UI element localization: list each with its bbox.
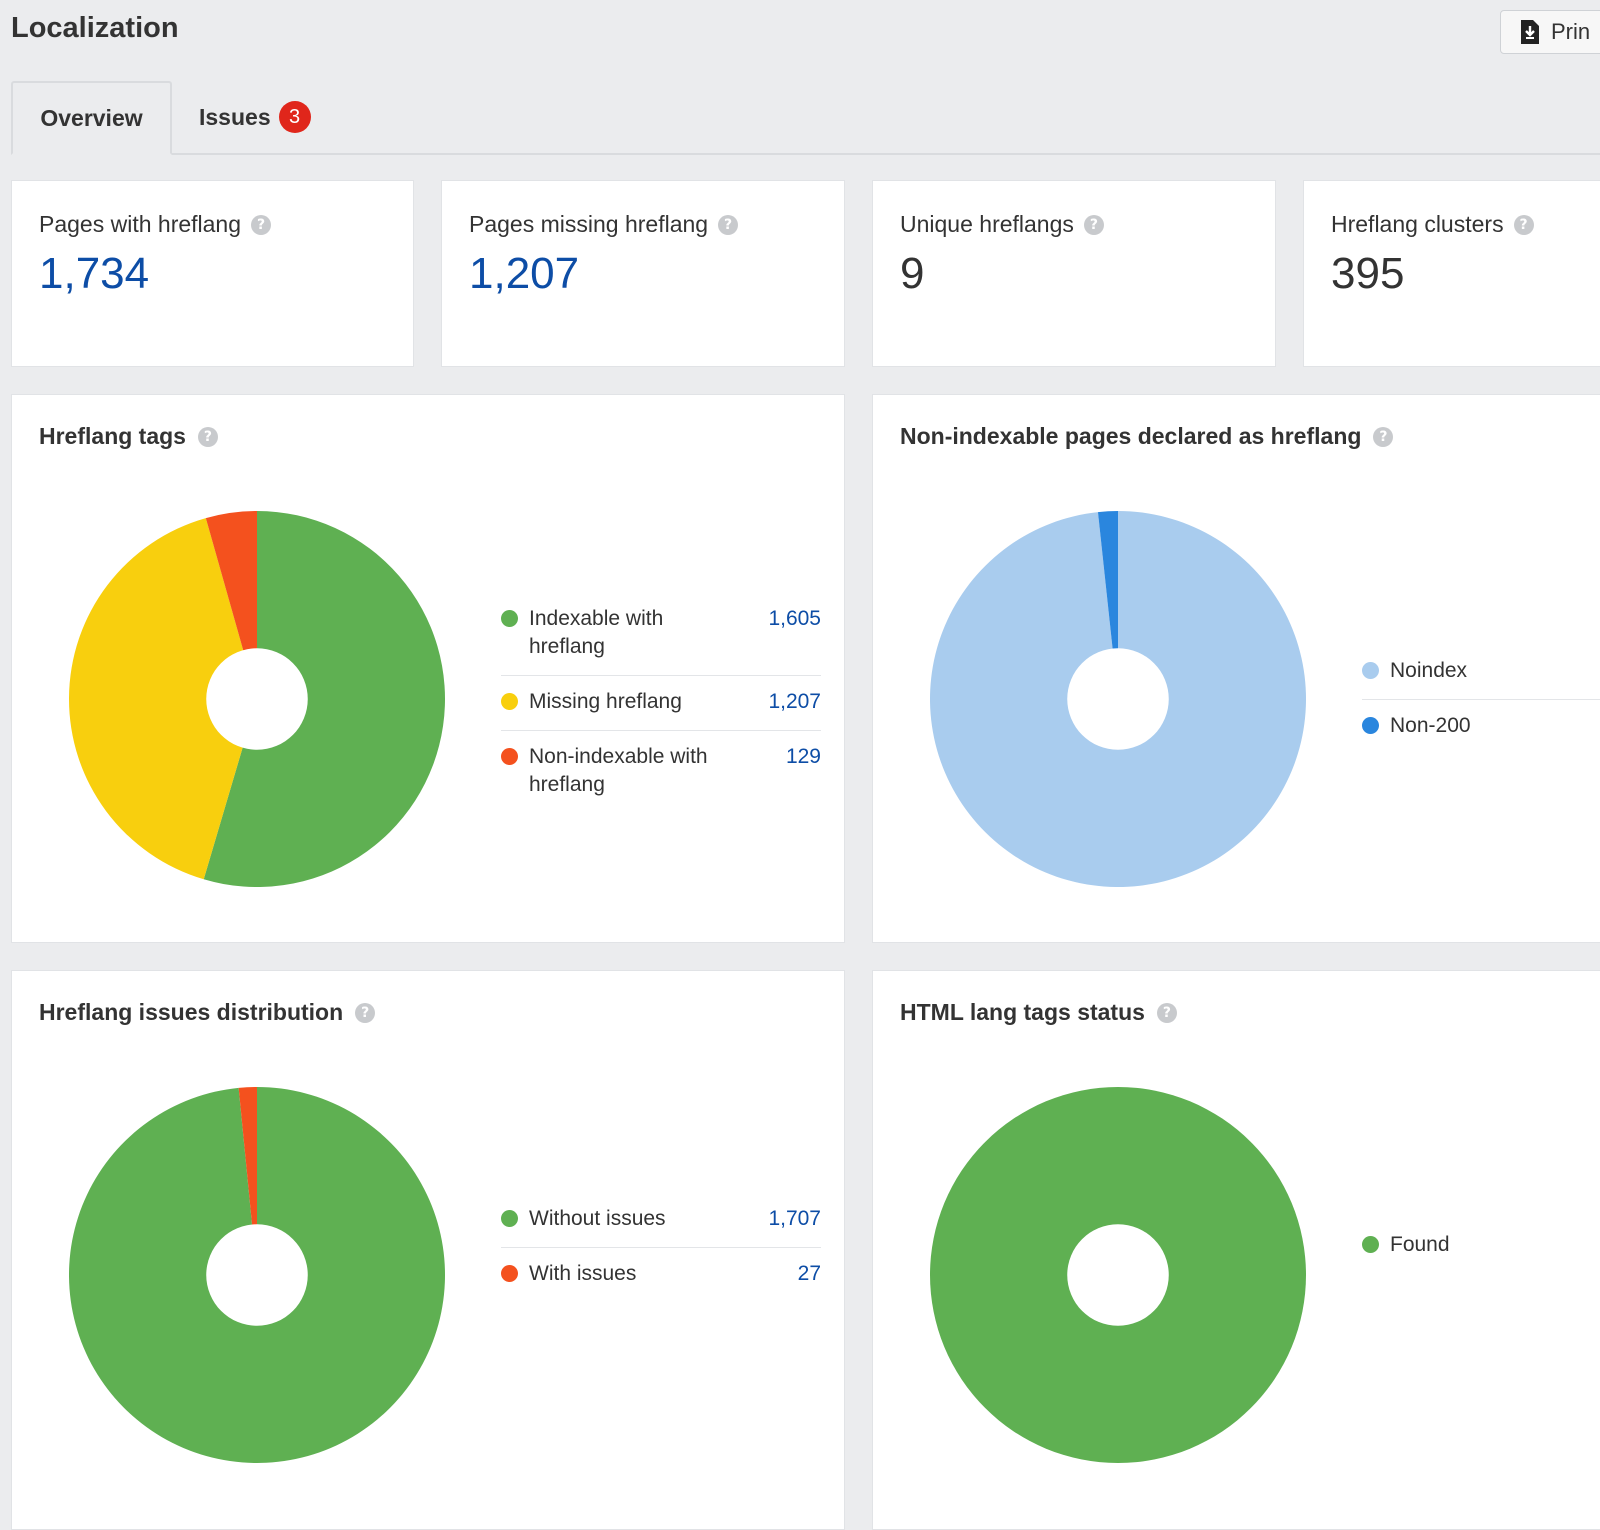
stat-label: Pages missing hreflang	[469, 211, 709, 237]
hreflang-tags-legend: Indexable with hreflang 1,605 Missing hr…	[501, 593, 821, 813]
legend-label: With issues	[529, 1262, 637, 1285]
legend-value[interactable]: 1,207	[768, 690, 821, 713]
html-lang-legend: Found	[1362, 1219, 1600, 1273]
panel-hreflang-tags: Hreflang tags ? Indexable with hreflang …	[11, 394, 845, 943]
legend-dot	[501, 1265, 518, 1282]
pie-slice-indexable-with-hreflang[interactable]	[203, 511, 446, 887]
panel-title-row: HTML lang tags status ?	[900, 999, 1177, 1026]
legend-label: Non-200	[1390, 714, 1471, 737]
legend-label: Missing hreflang	[529, 690, 682, 713]
pie-slice-missing-hreflang[interactable]	[69, 518, 257, 880]
legend-label: Found	[1390, 1233, 1450, 1256]
legend-item-left: Indexable with hreflang	[501, 605, 699, 661]
legend-item-left: Noindex	[1362, 657, 1467, 685]
tab-overview-label: Overview	[40, 104, 143, 131]
tab-bar: Overview Issues 3	[11, 81, 1600, 155]
panel-title: HTML lang tags status	[900, 999, 1145, 1025]
help-icon[interactable]: ?	[1513, 214, 1534, 235]
legend-dot	[501, 748, 518, 765]
panel-html-lang-tags-status: HTML lang tags status ? Found	[872, 970, 1600, 1530]
legend-item-left: Non-200	[1362, 712, 1471, 740]
non-indexable-donut-chart	[930, 511, 1306, 887]
stat-value: 395	[1331, 249, 1405, 298]
donut-hole	[1067, 648, 1169, 750]
donut-hole	[206, 648, 308, 750]
legend-item[interactable]: Indexable with hreflang 1,605	[501, 593, 821, 676]
legend-label: Indexable with hreflang	[529, 607, 664, 658]
help-icon[interactable]: ?	[197, 426, 218, 447]
help-icon[interactable]: ?	[1156, 1002, 1177, 1023]
stat-card-pages-with-hreflang: Pages with hreflang ? 1,734	[11, 180, 414, 367]
legend-label: Without issues	[529, 1207, 666, 1230]
legend-item[interactable]: Without issues 1,707	[501, 1193, 821, 1248]
hreflang-tags-donut-chart	[69, 511, 446, 887]
donut-hole	[206, 1224, 308, 1326]
legend-dot	[501, 610, 518, 627]
panel-title-row: Non-indexable pages declared as hreflang…	[900, 423, 1394, 450]
panel-title-row: Hreflang tags ?	[39, 423, 218, 450]
legend-item[interactable]: Noindex	[1362, 645, 1600, 700]
legend-value[interactable]: 129	[785, 745, 821, 768]
stat-label: Hreflang clusters	[1331, 211, 1504, 237]
panel-title-row: Hreflang issues distribution ?	[39, 999, 376, 1026]
page-title: Localization	[11, 12, 179, 44]
help-icon[interactable]: ?	[1083, 214, 1104, 235]
legend-value[interactable]: 1,707	[768, 1207, 821, 1230]
help-icon[interactable]: ?	[355, 1002, 376, 1023]
legend-label: Non-indexable with hreflang	[529, 745, 708, 796]
stat-card-hreflang-clusters: Hreflang clusters ? 395	[1303, 180, 1600, 367]
legend-label: Noindex	[1390, 659, 1468, 682]
html-lang-donut-chart	[930, 1087, 1306, 1463]
stat-label-row: Unique hreflangs ?	[900, 211, 1104, 238]
legend-item-left: With issues	[501, 1260, 636, 1288]
legend-item-left: Without issues	[501, 1205, 666, 1233]
panel-title: Hreflang issues distribution	[39, 999, 344, 1025]
legend-item[interactable]: With issues 27	[501, 1248, 821, 1302]
stat-label: Unique hreflangs	[900, 211, 1074, 237]
legend-item[interactable]: Found	[1362, 1219, 1600, 1273]
stat-value-link[interactable]: 1,734	[39, 249, 150, 298]
non-indexable-legend: Noindex Non-200	[1362, 645, 1600, 754]
help-icon[interactable]: ?	[718, 214, 739, 235]
legend-item[interactable]: Non-200	[1362, 700, 1600, 754]
legend-item[interactable]: Non-indexable with hreflang 129	[501, 731, 821, 813]
download-pdf-icon	[1521, 20, 1539, 44]
tab-overview[interactable]: Overview	[11, 81, 172, 155]
stat-card-pages-missing-hreflang: Pages missing hreflang ? 1,207	[441, 180, 845, 367]
stat-card-unique-hreflangs: Unique hreflangs ? 9	[872, 180, 1276, 367]
legend-value[interactable]: 27	[797, 1262, 821, 1285]
legend-item-left: Missing hreflang	[501, 688, 682, 716]
legend-item-left: Found	[1362, 1231, 1450, 1259]
stat-label-row: Pages missing hreflang ?	[469, 211, 739, 238]
panel-title: Hreflang tags	[39, 423, 186, 449]
donut-hole	[1067, 1224, 1169, 1326]
legend-dot	[1362, 662, 1379, 679]
panel-hreflang-issues-distribution: Hreflang issues distribution ? Without i…	[11, 970, 845, 1530]
issues-distribution-legend: Without issues 1,707 With issues 27	[501, 1193, 821, 1302]
legend-dot	[501, 1210, 518, 1227]
legend-value[interactable]: 1,605	[768, 607, 821, 630]
panel-title: Non-indexable pages declared as hreflang	[900, 423, 1362, 449]
stat-label: Pages with hreflang	[39, 211, 242, 237]
print-button[interactable]: Prin	[1500, 10, 1600, 54]
issues-count-badge: 3	[278, 101, 311, 133]
stat-label-row: Hreflang clusters ?	[1331, 211, 1534, 238]
legend-item-left: Non-indexable with hreflang	[501, 743, 729, 799]
tab-issues-label: Issues	[199, 103, 271, 130]
stat-value-link[interactable]: 1,207	[469, 249, 580, 298]
help-icon[interactable]: ?	[1373, 426, 1394, 447]
issues-distribution-donut-chart	[68, 1087, 445, 1463]
panel-non-indexable-hreflang: Non-indexable pages declared as hreflang…	[872, 394, 1600, 943]
help-icon[interactable]: ?	[251, 214, 272, 235]
stat-value: 9	[900, 249, 925, 298]
legend-item[interactable]: Missing hreflang 1,207	[501, 676, 821, 731]
legend-dot	[1362, 1236, 1379, 1253]
tab-issues[interactable]: Issues 3	[199, 81, 311, 153]
legend-dot	[1362, 717, 1379, 734]
legend-dot	[501, 693, 518, 710]
stat-label-row: Pages with hreflang ?	[39, 211, 272, 238]
print-button-label: Prin	[1551, 19, 1591, 44]
